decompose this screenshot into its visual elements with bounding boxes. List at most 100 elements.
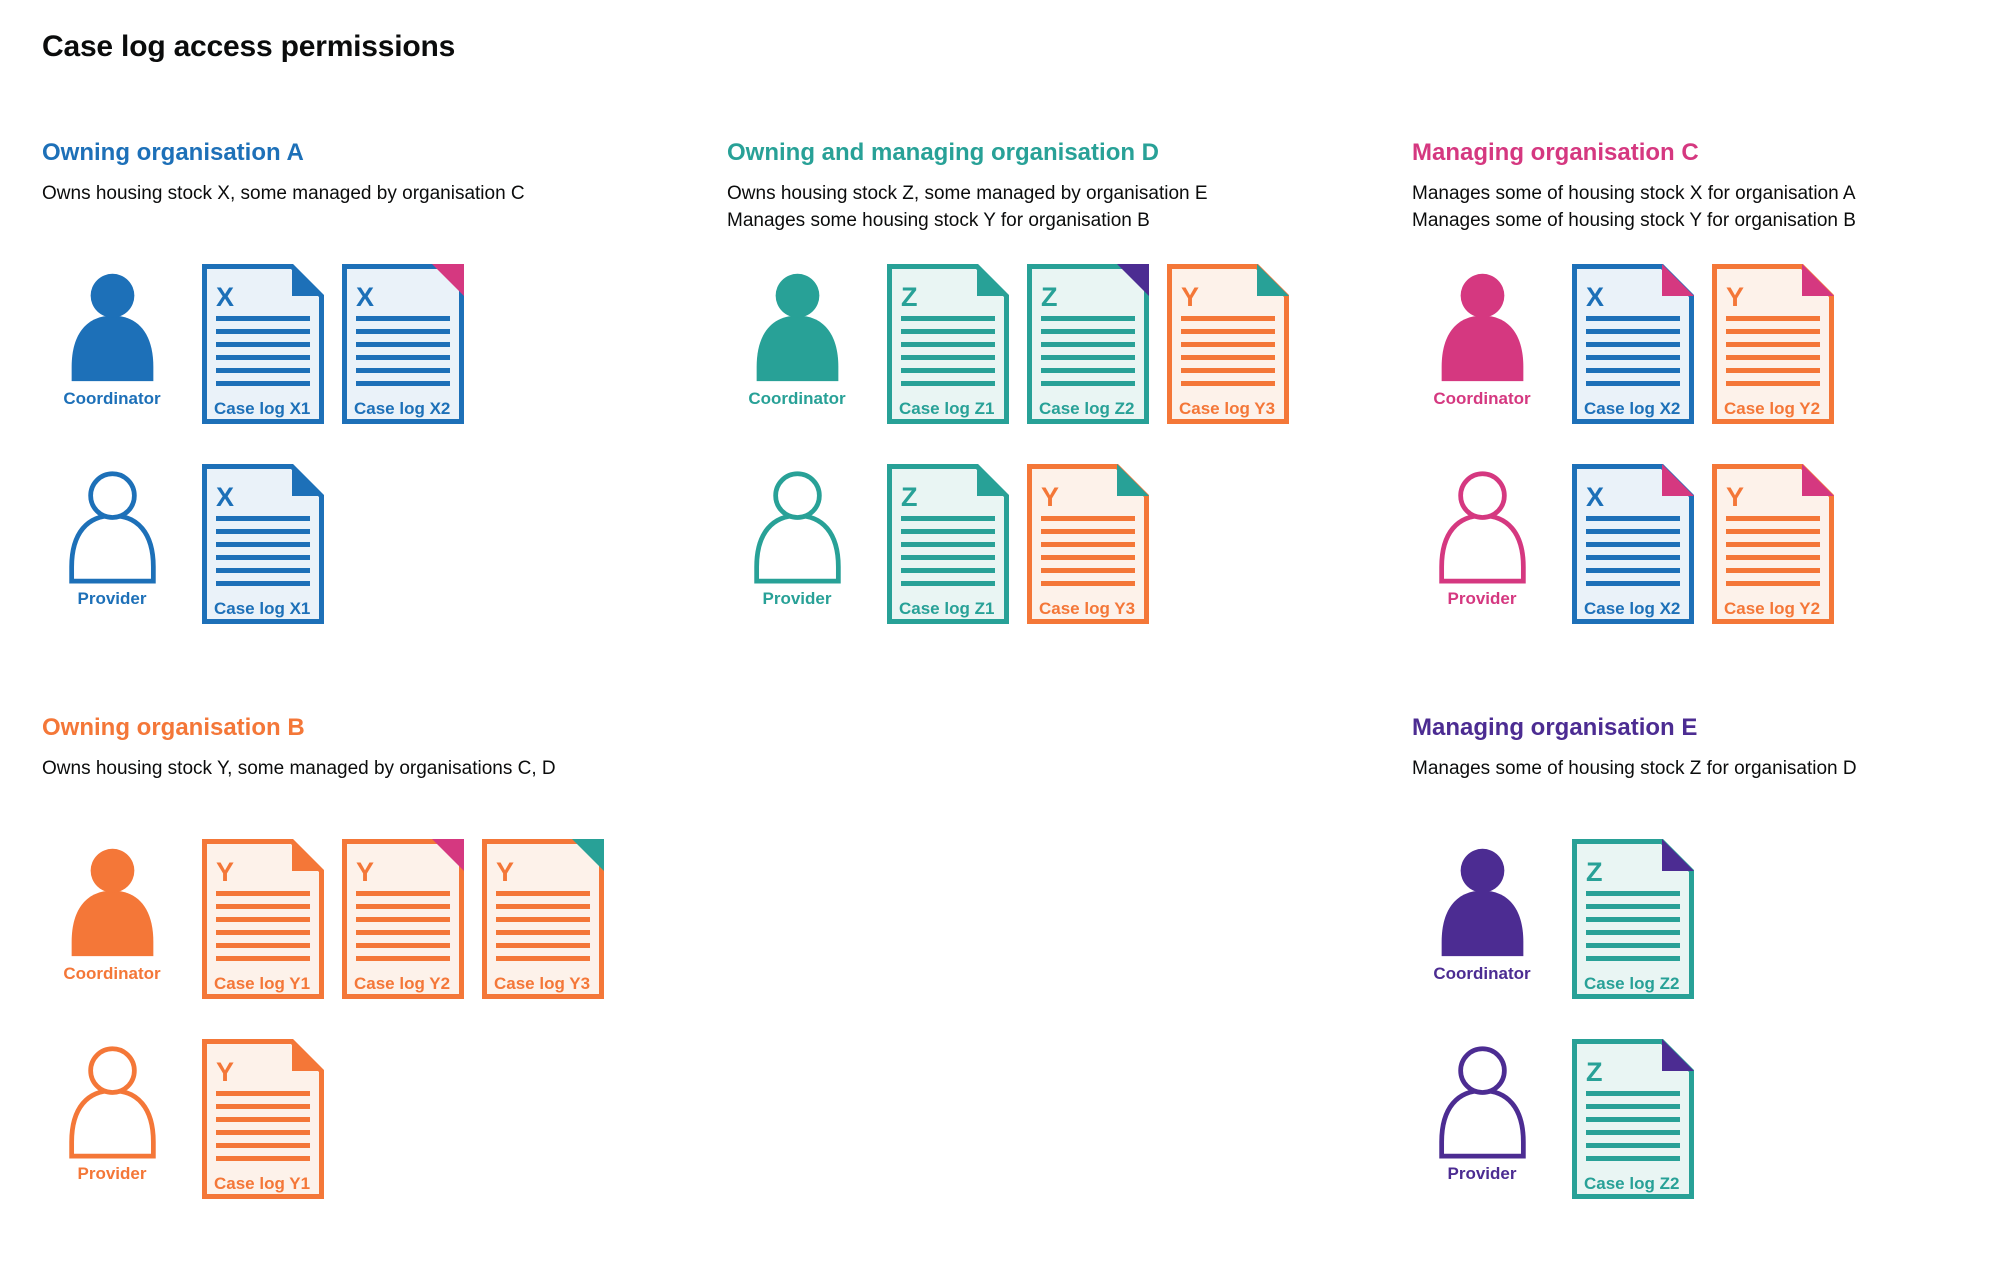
- org-description-line: Manages some of housing stock Z for orga…: [1412, 758, 1857, 779]
- doc-label: Case log Y2: [1724, 599, 1820, 618]
- document-text-lines: [1586, 316, 1680, 386]
- role-label: Provider: [77, 589, 147, 608]
- doc-label: Case log X1: [214, 399, 310, 418]
- document-text-lines: [216, 1091, 310, 1161]
- coordinator-icon: [71, 848, 153, 957]
- coordinator-icon: [756, 273, 838, 382]
- document-text-lines: [1041, 516, 1135, 586]
- org-title: Owning and managing organisation D: [727, 139, 1160, 166]
- role-label: Coordinator: [63, 389, 161, 408]
- org-title: Owning organisation B: [42, 714, 305, 741]
- folded-corner-icon: [432, 839, 464, 871]
- doc-label: Case log X2: [354, 399, 450, 418]
- case-log-doc: Y Case log Y2: [342, 839, 464, 999]
- provider-icon: [1438, 471, 1526, 584]
- doc-label: Case log X1: [214, 599, 310, 618]
- folded-corner-icon: [292, 839, 324, 871]
- case-log-doc: Z Case log Z2: [1572, 839, 1694, 999]
- coordinator-row: Coordinator Z Case log Z2: [1412, 839, 2000, 999]
- case-log-doc: Y Case log Y2: [1712, 464, 1834, 624]
- provider-icon: [68, 1046, 156, 1159]
- doc-stock-letter: Y: [356, 857, 374, 887]
- doc-stock-letter: X: [216, 282, 234, 312]
- folded-corner-icon: [977, 464, 1009, 496]
- doc-label: Case log Z2: [1584, 1174, 1679, 1193]
- case-log-doc: X Case log X2: [1572, 464, 1694, 624]
- document-text-lines: [1726, 516, 1820, 586]
- document-text-lines: [496, 891, 590, 961]
- document-text-lines: [1586, 1091, 1680, 1161]
- folded-corner-icon: [1662, 839, 1694, 871]
- provider: Provider: [1412, 464, 1552, 609]
- role-label: Provider: [1447, 1164, 1517, 1183]
- folded-corner-icon: [1117, 464, 1149, 496]
- folded-corner-icon: [572, 839, 604, 871]
- provider-icon: [68, 471, 156, 584]
- provider: Provider: [727, 464, 867, 609]
- folded-corner-icon: [1257, 264, 1289, 296]
- doc-label: Case log Z1: [899, 399, 994, 418]
- doc-stock-letter: X: [1586, 482, 1604, 512]
- coordinator-row: Coordinator X Case log X1: [42, 264, 702, 424]
- doc-label: Case log Y3: [494, 974, 590, 993]
- document-text-lines: [216, 516, 310, 586]
- case-log-doc: Z Case log Z1: [887, 264, 1009, 424]
- coordinator-row: Coordinator X Case log X2: [1412, 264, 2000, 424]
- folded-corner-icon: [292, 264, 324, 296]
- doc-label: Case log Y2: [1724, 399, 1820, 418]
- document-text-lines: [901, 516, 995, 586]
- org-description-line: Manages some of housing stock X for orga…: [1412, 183, 1856, 204]
- section-managing-organisation-c: Managing organisation C Manages some of …: [1412, 138, 2000, 664]
- coordinator-icon: [1441, 273, 1523, 382]
- role-label: Provider: [762, 589, 832, 608]
- doc-label: Case log Y1: [214, 974, 310, 993]
- folded-corner-icon: [977, 264, 1009, 296]
- document-text-lines: [1586, 516, 1680, 586]
- provider-row: Provider X Case log X2: [1412, 464, 2000, 624]
- doc-stock-letter: Y: [216, 857, 234, 887]
- document-text-lines: [356, 316, 450, 386]
- coordinator: Coordinator: [727, 264, 867, 409]
- coordinator: Coordinator: [1412, 839, 1552, 984]
- doc-label: Case log Z2: [1039, 399, 1134, 418]
- doc-label: Case log Y1: [214, 1174, 310, 1193]
- role-label: Provider: [1447, 589, 1517, 608]
- case-log-doc: X Case log X2: [342, 264, 464, 424]
- folded-corner-icon: [292, 464, 324, 496]
- org-description: Owns housing stock Y, some managed by or…: [42, 755, 702, 809]
- case-log-doc: X Case log X2: [1572, 264, 1694, 424]
- document-text-lines: [1181, 316, 1275, 386]
- doc-label: Case log Y3: [1179, 399, 1275, 418]
- folded-corner-icon: [1662, 464, 1694, 496]
- org-description: Manages some of housing stock X for orga…: [1412, 180, 2000, 234]
- provider-row: Provider Z Case log Z2: [1412, 1039, 2000, 1199]
- provider-icon: [753, 471, 841, 584]
- org-title: Managing organisation C: [1412, 139, 1699, 166]
- folded-corner-icon: [292, 1039, 324, 1071]
- org-description: Owns housing stock X, some managed by or…: [42, 180, 702, 234]
- role-label: Coordinator: [1433, 389, 1531, 408]
- section-owning-and-managing-organisation-d: Owning and managing organisation D Owns …: [727, 138, 1387, 664]
- document-text-lines: [216, 316, 310, 386]
- folded-corner-icon: [1802, 464, 1834, 496]
- case-log-doc: Y Case log Y1: [202, 1039, 324, 1199]
- provider-row: Provider Z Case log Z1: [727, 464, 1387, 624]
- role-label: Coordinator: [63, 964, 161, 983]
- case-log-doc: Y Case log Y1: [202, 839, 324, 999]
- doc-stock-letter: Z: [901, 482, 918, 512]
- folded-corner-icon: [1662, 264, 1694, 296]
- document-text-lines: [356, 891, 450, 961]
- org-description: Owns housing stock Z, some managed by or…: [727, 180, 1387, 234]
- coordinator-icon: [71, 273, 153, 382]
- document-text-lines: [1586, 891, 1680, 961]
- doc-stock-letter: Y: [216, 1057, 234, 1087]
- coordinator: Coordinator: [42, 839, 182, 984]
- doc-label: Case log X2: [1584, 399, 1680, 418]
- section-owning-organisation-b: Owning organisation B Owns housing stock…: [42, 713, 702, 1239]
- doc-stock-letter: Y: [496, 857, 514, 887]
- doc-stock-letter: Y: [1726, 482, 1744, 512]
- coordinator: Coordinator: [1412, 264, 1552, 409]
- doc-label: Case log X2: [1584, 599, 1680, 618]
- document-text-lines: [1726, 316, 1820, 386]
- coordinator-row: Coordinator Z Case log Z1: [727, 264, 1387, 424]
